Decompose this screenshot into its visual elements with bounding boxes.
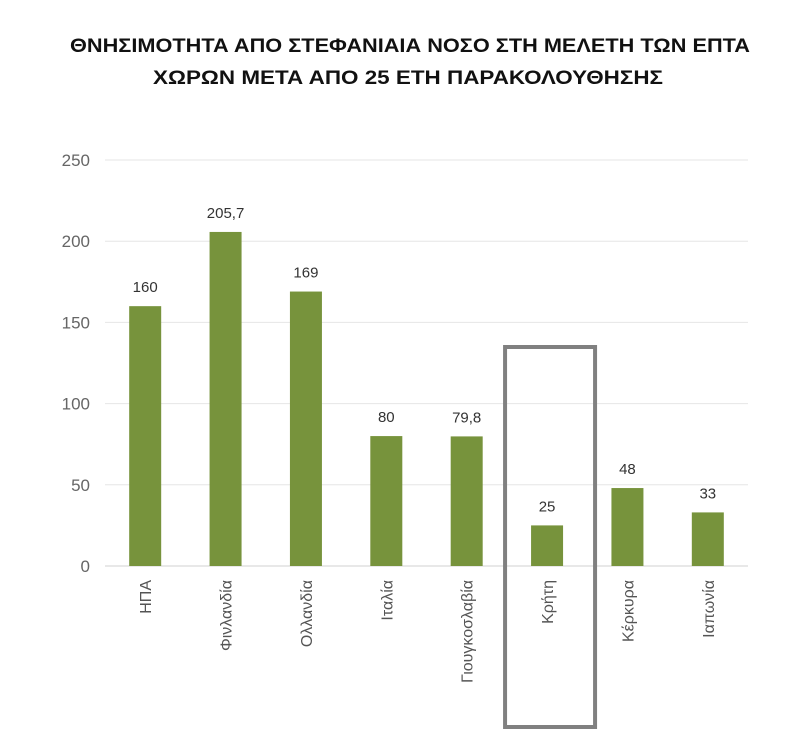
- data-label: 160: [133, 279, 158, 296]
- highlight-box: [503, 345, 598, 729]
- x-category-label: ΗΠΑ: [138, 580, 155, 614]
- y-tick-label: 100: [62, 395, 90, 414]
- y-tick-label: 50: [71, 476, 90, 495]
- x-category-label: Ιαπωνία: [701, 580, 718, 638]
- y-tick-label: 200: [62, 232, 90, 251]
- y-tick-label: 0: [81, 557, 90, 576]
- x-category-label: Ιταλία: [379, 580, 396, 621]
- bar-6: [611, 488, 644, 566]
- bar-2: [289, 291, 322, 566]
- chart-title-line-1: ΘΝΗΣΙΜΟΤΗΤΑ ΑΠΟ ΣΤΕΦΑΝΙΑΙΑ ΝΟΣΟ ΣΤΗ ΜΕΛΕ…: [70, 36, 750, 57]
- data-label: 33: [699, 485, 716, 502]
- x-category-label: Ολλανδία: [299, 580, 316, 647]
- data-label: 169: [293, 265, 318, 282]
- bar-5: [531, 525, 564, 566]
- bar-1: [209, 231, 242, 566]
- data-label: 80: [378, 409, 395, 426]
- y-tick-label: 150: [62, 313, 90, 332]
- data-label: 205,7: [207, 205, 245, 222]
- x-category-label: Κρήτη: [540, 580, 557, 624]
- bar-4: [450, 436, 483, 566]
- x-category-label: Φινλανδία: [219, 580, 236, 651]
- x-category-label: Κέρκυρα: [620, 580, 637, 642]
- chart-title-line-2: ΧΩΡΩΝ ΜΕΤΑ ΑΠΟ 25 ΕΤΗ ΠΑΡΑΚΟΛΟΥΘΗΣΗΣ: [153, 68, 663, 89]
- x-category-label: Γιουγκοσλαβία: [460, 580, 477, 683]
- bar-0: [129, 306, 162, 566]
- data-label: 25: [539, 498, 556, 515]
- bar-3: [370, 436, 403, 566]
- data-label: 48: [619, 461, 636, 478]
- bar-7: [691, 512, 724, 566]
- y-tick-label: 250: [62, 151, 90, 170]
- data-label: 79,8: [452, 409, 481, 426]
